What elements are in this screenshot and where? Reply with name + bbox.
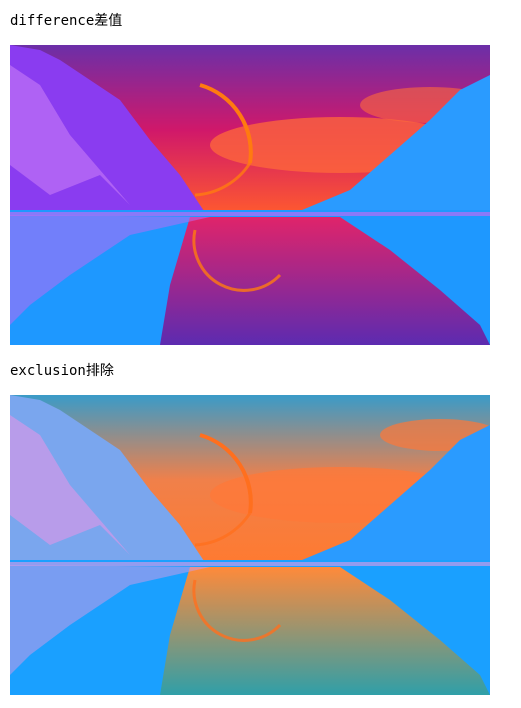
sky-reflection: [160, 567, 490, 695]
moon-ring: [194, 162, 252, 197]
moon-ring: [194, 512, 252, 547]
section-label-difference: difference差值: [10, 13, 123, 29]
shoreline: [10, 562, 490, 566]
section-label-exclusion: exclusion排除: [10, 363, 114, 379]
trees-left-highlight: [10, 65, 130, 205]
moon-ring: [199, 433, 253, 514]
moon-reflection: [192, 229, 282, 292]
trees-right: [290, 75, 490, 220]
shoreline: [10, 212, 490, 216]
moon-ring: [199, 83, 253, 164]
sky-reflection: [160, 217, 490, 345]
scene-difference: [10, 45, 490, 345]
scene-exclusion: [10, 395, 490, 695]
image-exclusion-blend: [10, 395, 490, 695]
trees-reflection: [10, 565, 210, 675]
trees-reflection: [10, 215, 210, 325]
image-difference-blend: [10, 45, 490, 345]
moon-reflection: [192, 579, 282, 642]
trees-left-highlight: [10, 415, 130, 555]
trees-right: [290, 425, 490, 570]
